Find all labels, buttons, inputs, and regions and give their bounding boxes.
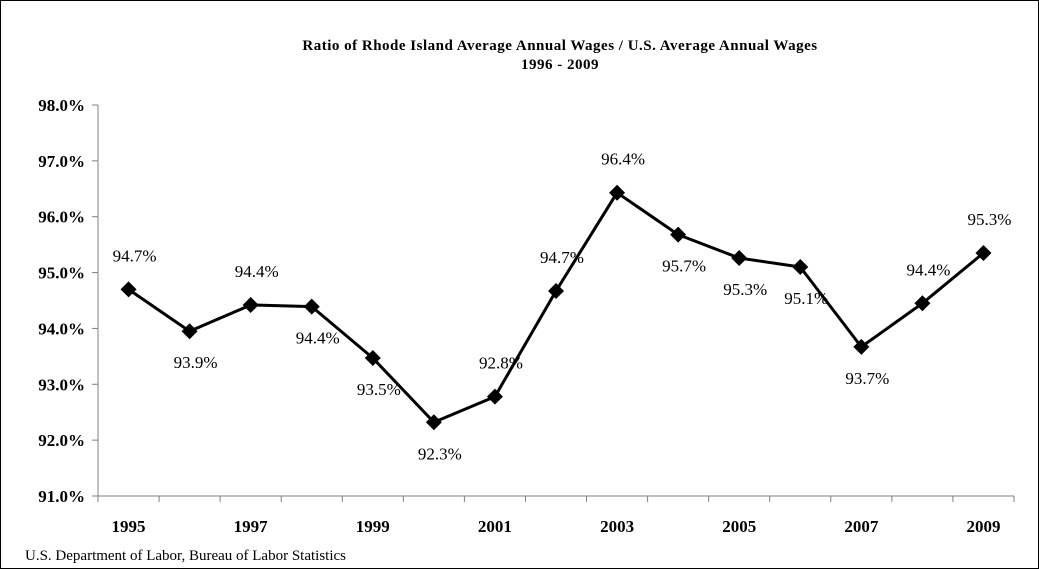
y-tick-label: 96.0% — [38, 208, 85, 227]
data-label: 93.9% — [174, 353, 218, 372]
x-tick-label: 1999 — [356, 517, 390, 536]
y-tick-label: 92.0% — [38, 431, 85, 450]
data-point-marker — [975, 245, 992, 262]
x-tick-label: 1997 — [234, 517, 269, 536]
data-label: 93.5% — [357, 380, 401, 399]
data-label: 94.4% — [906, 260, 950, 279]
x-tick-label: 2003 — [600, 517, 634, 536]
y-axis-ticks: 91.0% 92.0% 93.0% 94.0% 95.0% 96.0% 97.0% 98.0% — [38, 96, 98, 506]
data-label: 92.8% — [479, 354, 523, 373]
x-tick-label: 1995 — [112, 517, 146, 536]
y-tick-label: 94.0% — [38, 319, 85, 338]
y-tick-label: 91.0% — [38, 487, 85, 506]
data-points — [120, 184, 992, 431]
data-point-marker — [792, 258, 809, 275]
data-point-marker — [853, 338, 870, 355]
data-point-marker — [486, 388, 503, 405]
data-point-marker — [609, 184, 626, 201]
data-label: 94.7% — [540, 248, 584, 267]
data-label: 95.7% — [662, 257, 706, 276]
data-point-marker — [731, 250, 748, 267]
y-tick-label: 97.0% — [38, 152, 85, 171]
data-labels: 94.7% 93.9% 94.4% 94.4% 93.5% 92.3% 92.8% 94.7%… — [113, 150, 1012, 464]
data-label: 94.7% — [113, 246, 157, 265]
x-tick-label: 2001 — [478, 517, 512, 536]
data-label: 93.7% — [845, 369, 889, 388]
x-tick-label: 2005 — [722, 517, 756, 536]
data-point-marker — [242, 296, 259, 313]
chart-title: Ratio of Rhode Island Average Annual Wag… — [302, 38, 817, 54]
data-point-marker — [181, 323, 198, 340]
axes — [97, 105, 1014, 497]
x-tick-label: 2009 — [966, 517, 1000, 536]
data-point-marker — [120, 281, 137, 298]
y-tick-label: 95.0% — [38, 264, 85, 283]
data-label: 92.3% — [418, 444, 462, 463]
x-axis-ticks: 1995 1997 1999 2001 2003 2005 2007 2009 — [97, 496, 1015, 536]
data-point-marker — [548, 283, 564, 300]
data-point-marker — [914, 295, 931, 312]
data-point-marker — [425, 414, 442, 431]
data-label: 94.4% — [296, 329, 340, 348]
data-label: 94.4% — [235, 262, 279, 281]
data-point-marker — [364, 350, 381, 367]
data-label: 95.3% — [723, 280, 767, 299]
y-tick-label: 98.0% — [38, 96, 85, 115]
data-label: 95.1% — [784, 289, 828, 308]
y-tick-label: 93.0% — [38, 375, 85, 394]
x-tick-label: 2007 — [844, 517, 879, 536]
chart-subtitle: 1996 - 2009 — [521, 57, 599, 73]
data-label: 95.3% — [968, 210, 1012, 229]
data-point-marker — [303, 298, 320, 315]
source-note: U.S. Department of Labor, Bureau of Labo… — [25, 548, 346, 564]
data-point-marker — [670, 226, 687, 243]
data-label: 96.4% — [601, 150, 645, 169]
